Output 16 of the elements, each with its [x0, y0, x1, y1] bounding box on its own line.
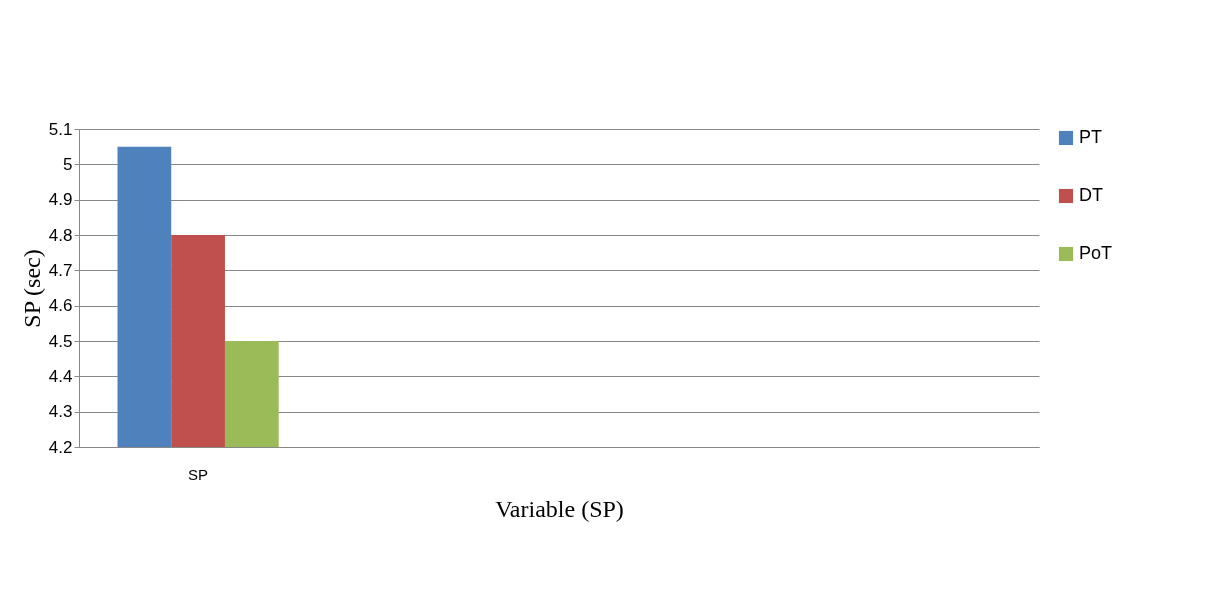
legend-label: DT [1079, 185, 1103, 205]
y-axis-title: SP (sec) [18, 249, 45, 328]
x-axis-title: Variable (SP) [495, 495, 624, 522]
y-tick-label: 5.1 [48, 119, 73, 139]
y-tick-label: 4.6 [48, 296, 73, 316]
legend-label: PT [1079, 127, 1103, 147]
legend-label: PoT [1079, 243, 1113, 263]
y-tick-label: 5 [63, 154, 73, 174]
y-tick-label: 4.5 [48, 331, 73, 351]
y-tick-label: 4.4 [48, 366, 73, 386]
y-tick-label: 4.3 [48, 402, 73, 422]
y-tick-label: 4.7 [48, 260, 73, 280]
y-tick-label: 4.8 [48, 225, 73, 245]
y-tick-label: 4.2 [48, 437, 73, 457]
x-tick-label: SP [188, 465, 209, 483]
y-tick-label: 4.9 [48, 190, 73, 210]
